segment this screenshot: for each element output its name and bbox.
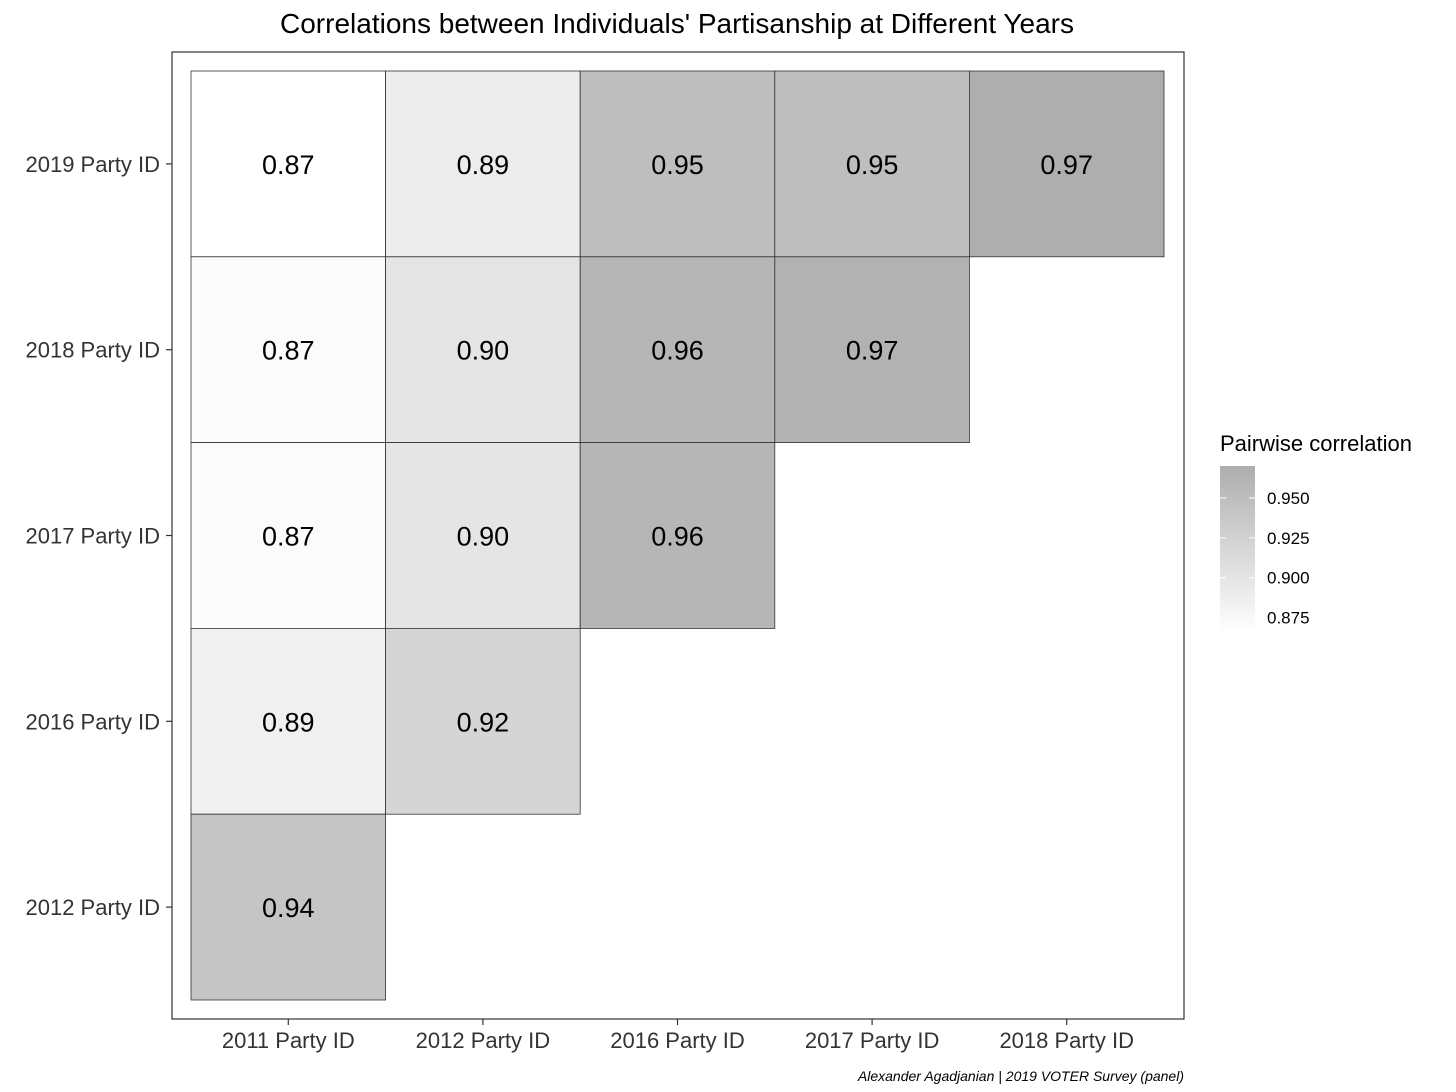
heatmap-cell <box>385 256 581 443</box>
heatmap-cell <box>190 256 387 443</box>
cell-value-label: 0.97 <box>846 336 899 366</box>
y-tick-label: 2017 Party ID <box>25 524 160 549</box>
x-tick-label: 2011 Party ID <box>222 1028 355 1053</box>
heatmap-cell <box>190 813 387 1001</box>
cell-value-label: 0.87 <box>262 150 315 180</box>
heatmap-cell <box>579 442 776 629</box>
y-tick-label: 2018 Party ID <box>25 338 160 363</box>
heatmap-cell <box>385 70 581 258</box>
heatmap-cell <box>385 628 581 815</box>
heatmap-cell <box>190 70 387 258</box>
heatmap-cell <box>579 256 776 443</box>
x-tick-label: 2012 Party ID <box>416 1028 551 1053</box>
cell-value-label: 0.89 <box>457 150 510 180</box>
legend-tick-label: 0.925 <box>1267 529 1310 548</box>
heatmap-cell <box>774 256 970 443</box>
cell-value-label: 0.90 <box>457 522 510 552</box>
heatmap-cell <box>774 70 970 258</box>
cell-value-label: 0.87 <box>262 336 315 366</box>
y-tick-label: 2019 Party ID <box>25 152 160 177</box>
x-tick-label: 2017 Party ID <box>805 1028 940 1053</box>
legend-tick-label: 0.875 <box>1267 609 1310 628</box>
cell-value-label: 0.95 <box>651 150 704 180</box>
legend-tick-label: 0.900 <box>1267 569 1310 588</box>
cell-value-label: 0.97 <box>1040 150 1093 180</box>
x-tick-label: 2018 Party ID <box>999 1028 1134 1053</box>
cell-value-label: 0.92 <box>457 707 510 737</box>
caption: Alexander Agadjanian | 2019 VOTER Survey… <box>857 1068 1184 1084</box>
legend-tick-label: 0.950 <box>1267 489 1310 508</box>
cell-value-label: 0.90 <box>457 336 510 366</box>
heatmap-cell <box>190 442 387 629</box>
legend-colorbar <box>1220 466 1255 632</box>
legend-title: Pairwise correlation <box>1220 431 1412 456</box>
x-tick-label: 2016 Party ID <box>610 1028 745 1053</box>
cell-value-label: 0.87 <box>262 522 315 552</box>
cell-value-label: 0.95 <box>846 150 899 180</box>
heatmap-cell <box>579 70 776 258</box>
cell-value-label: 0.96 <box>651 336 704 366</box>
heatmap-cells: 0.87 0.89 0.95 0.95 0.97 0.87 0.90 0.96 0.97 0.87… <box>190 70 1165 1001</box>
y-tick-label: 2016 Party ID <box>25 709 160 734</box>
axes: 2011 Party ID 2012 Party ID 2016 Party ID 2… <box>25 152 1133 1053</box>
chart-title: Correlations between Individuals' Partis… <box>280 8 1074 39</box>
heatmap-cell <box>969 70 1165 258</box>
cell-value-label: 0.94 <box>262 893 315 923</box>
y-tick-label: 2012 Party ID <box>25 895 160 920</box>
cell-value-label: 0.96 <box>651 522 704 552</box>
legend: Pairwise correlation 0.950 0.925 0.900 0.87… <box>1220 431 1412 632</box>
heatmap-cell <box>190 628 387 815</box>
cell-value-label: 0.89 <box>262 707 315 737</box>
